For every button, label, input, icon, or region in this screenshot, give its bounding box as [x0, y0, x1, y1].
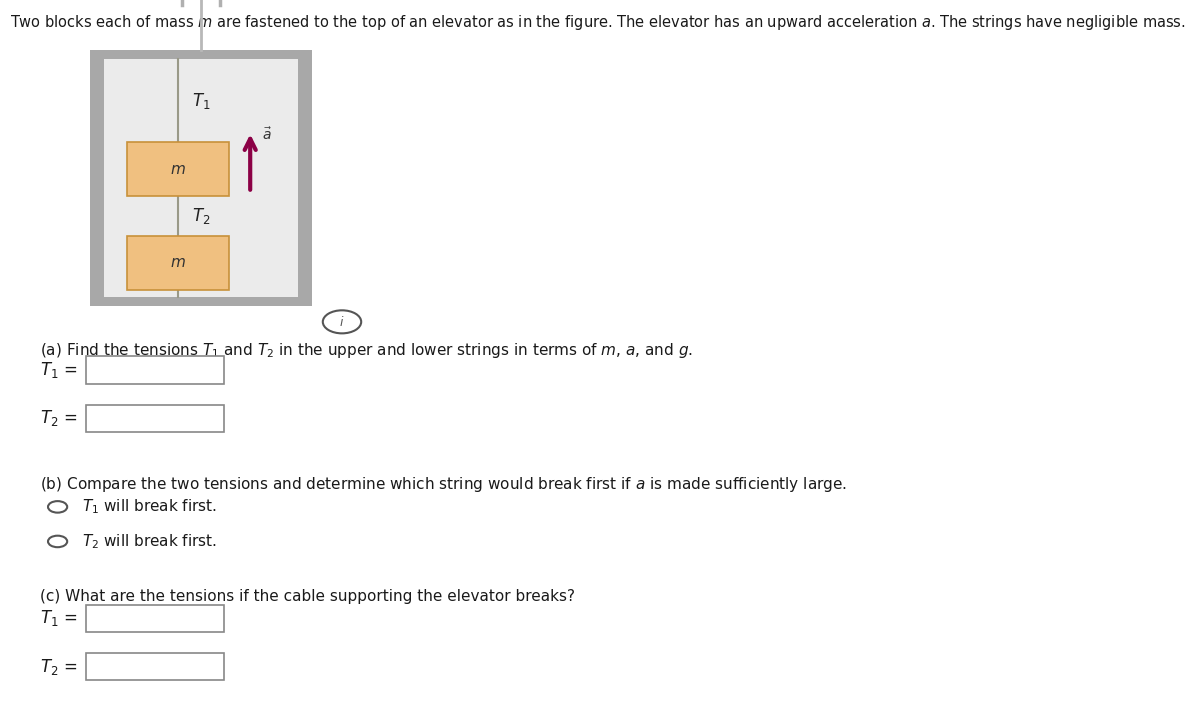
Text: (b) Compare the two tensions and determine which string would break first if $a$: (b) Compare the two tensions and determi… [40, 475, 846, 494]
Bar [127, 235, 229, 289]
Text: $T_2$ will break first.: $T_2$ will break first. [82, 532, 216, 551]
Text: Two blocks each of mass $m$ are fastened to the top of an elevator as in the fig: Two blocks each of mass $m$ are fastened… [10, 13, 1186, 32]
Text: (a) Find the tensions $T_1$ and $T_2$ in the upper and lower strings in terms of: (a) Find the tensions $T_1$ and $T_2$ in… [40, 341, 692, 359]
Bar [127, 142, 229, 196]
Bar [86, 653, 224, 680]
Text: $T_1$ will break first.: $T_1$ will break first. [82, 498, 216, 516]
Bar [86, 356, 224, 384]
Text: $i$: $i$ [340, 315, 344, 329]
Bar [90, 50, 312, 306]
Bar [86, 605, 224, 632]
Text: $T_2$: $T_2$ [192, 206, 210, 226]
Bar [86, 405, 224, 432]
Bar [104, 59, 298, 297]
Text: $T_1$ =: $T_1$ = [40, 608, 77, 629]
Text: (c) What are the tensions if the cable supporting the elevator breaks?: (c) What are the tensions if the cable s… [40, 589, 575, 604]
Text: $T_1$: $T_1$ [192, 91, 210, 111]
Text: $\vec{a}$: $\vec{a}$ [262, 127, 272, 143]
Text: $T_2$ =: $T_2$ = [40, 408, 77, 428]
Text: $T_2$ =: $T_2$ = [40, 657, 77, 677]
Text: $m$: $m$ [169, 162, 186, 176]
Text: $T_1$ =: $T_1$ = [40, 360, 77, 380]
Text: $m$: $m$ [169, 256, 186, 270]
